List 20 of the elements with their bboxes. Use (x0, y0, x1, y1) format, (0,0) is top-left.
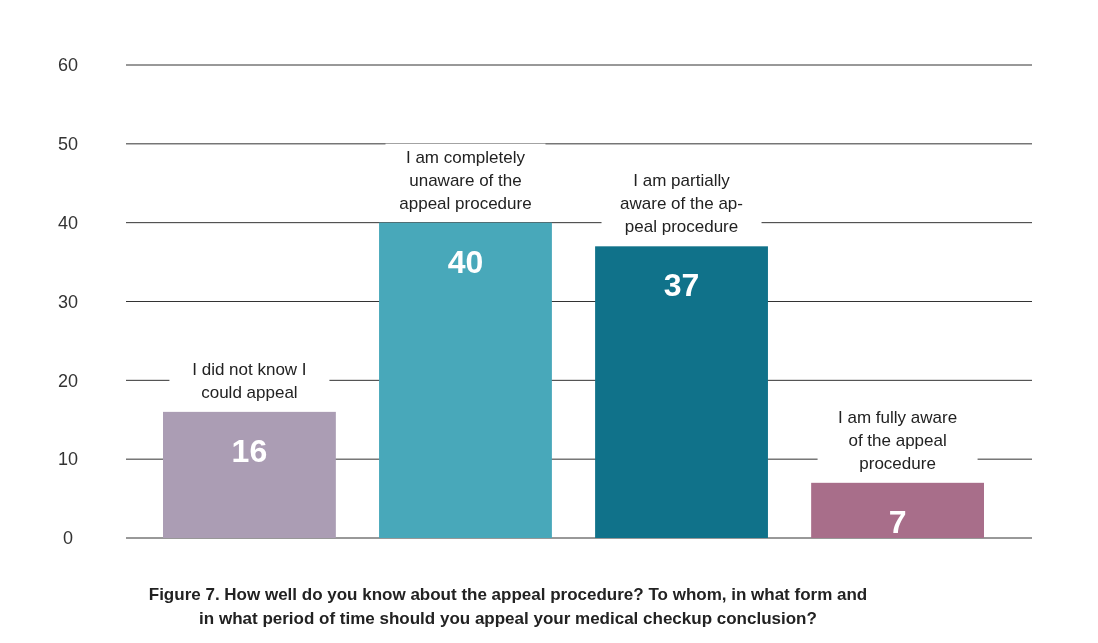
y-tick-label: 20 (57, 370, 79, 391)
data-label: 16 (231, 432, 268, 469)
bar (595, 246, 768, 538)
bar (379, 222, 552, 538)
y-tick-label: 40 (57, 212, 79, 233)
x-tick-label: I am completely unaware of the appeal procedure (399, 147, 532, 213)
data-label: 7 (888, 503, 907, 540)
data-label: 40 (447, 243, 484, 280)
bar (163, 411, 336, 538)
y-tick-label: 50 (57, 134, 79, 155)
x-tick-label: I am fully aware of the appeal procedure (838, 407, 958, 473)
x-tick-label: I am partially aware of the ap- peal procedure (620, 171, 743, 237)
y-tick-label: 0 (62, 528, 74, 549)
text: Figure 7. How well do you know about the appeal procedure? To whom, in what form and in what period of time should you appeal your medical checkup conclusion? (148, 585, 868, 628)
y-tick-label: 30 (57, 291, 79, 312)
y-tick-label: 60 (57, 55, 79, 76)
y-tick-label: 10 (57, 449, 79, 470)
bar (811, 482, 984, 538)
x-tick-label: I did not know I could appeal (192, 359, 307, 402)
data-label: 37 (663, 267, 700, 304)
